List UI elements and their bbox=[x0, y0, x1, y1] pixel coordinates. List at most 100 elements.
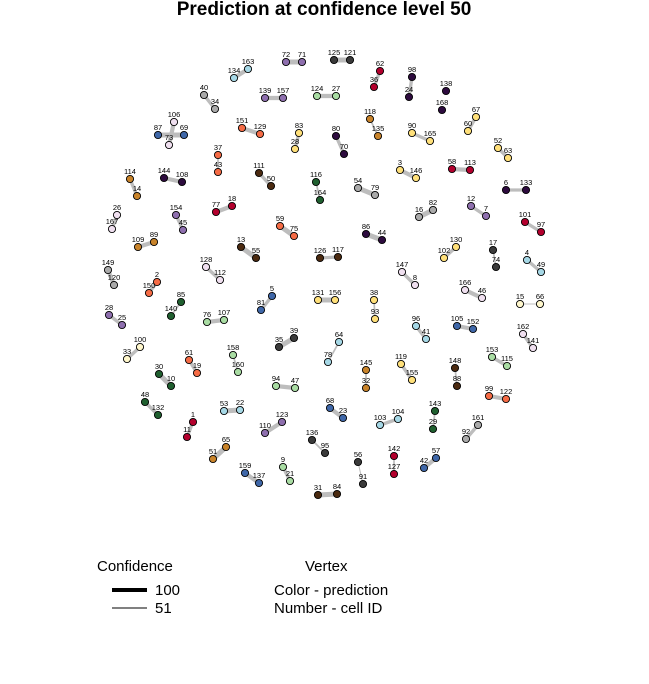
vertex-84: 84 bbox=[333, 482, 341, 499]
vertex-label: 32 bbox=[362, 376, 370, 385]
vertex-dot bbox=[260, 93, 270, 103]
vertex-dot bbox=[109, 280, 119, 290]
vertex-label: 118 bbox=[364, 107, 376, 116]
vertex-117: 117 bbox=[332, 245, 344, 262]
vertex-label: 100 bbox=[134, 335, 147, 344]
vertex-label: 22 bbox=[236, 398, 244, 407]
vertex-dot bbox=[471, 112, 481, 122]
vertex-dot bbox=[251, 253, 261, 263]
vertex-dot bbox=[389, 469, 399, 479]
vertex-label: 148 bbox=[449, 356, 462, 365]
vertex-56: 56 bbox=[354, 450, 362, 467]
vertex-dot bbox=[493, 143, 503, 153]
vertex-label: 77 bbox=[212, 200, 220, 209]
vertex-label: 139 bbox=[259, 86, 272, 95]
vertex-46: 46 bbox=[478, 286, 486, 303]
vertex-dot bbox=[339, 149, 349, 159]
vertex-label: 96 bbox=[412, 314, 420, 323]
vertex-label: 19 bbox=[193, 361, 201, 370]
legend-confidence-high: 100 bbox=[155, 582, 180, 599]
vertex-label: 89 bbox=[150, 230, 158, 239]
vertex-label: 66 bbox=[536, 292, 544, 301]
vertex-dot bbox=[369, 295, 379, 305]
vertex-80: 80 bbox=[332, 124, 340, 141]
vertex-label: 115 bbox=[501, 354, 513, 363]
vertex-109: 109 bbox=[132, 235, 144, 252]
vertex-14: 14 bbox=[133, 184, 141, 201]
vertex-4: 4 bbox=[522, 248, 532, 265]
vertex-19: 19 bbox=[193, 361, 201, 378]
vertex-dot bbox=[501, 185, 511, 195]
vertex-24: 24 bbox=[405, 85, 413, 102]
vertex-label: 5 bbox=[270, 284, 274, 293]
vertex-label: 81 bbox=[257, 298, 265, 307]
vertex-label: 15 bbox=[516, 292, 524, 301]
vertex-dot bbox=[255, 129, 265, 139]
vertex-label: 151 bbox=[236, 116, 249, 125]
chart-title: Prediction at confidence level 50 bbox=[177, 0, 472, 20]
vertex-label: 149 bbox=[102, 258, 115, 267]
vertex-21: 21 bbox=[286, 469, 294, 486]
vertex-58: 58 bbox=[448, 157, 456, 174]
vertex-label: 98 bbox=[408, 65, 416, 74]
vertex-123: 123 bbox=[276, 410, 288, 427]
vertex-label: 160 bbox=[232, 360, 245, 369]
vertex-label: 132 bbox=[152, 403, 165, 412]
vertex-164: 164 bbox=[314, 188, 326, 205]
vertex-dot bbox=[199, 90, 209, 100]
vertex-137: 137 bbox=[253, 471, 265, 488]
vertex-label: 141 bbox=[527, 336, 540, 345]
vertex-label: 65 bbox=[222, 435, 230, 444]
vertex-label: 80 bbox=[332, 124, 340, 133]
vertex-dot bbox=[267, 291, 277, 301]
vertex-label: 124 bbox=[311, 84, 324, 93]
vertex-label: 74 bbox=[492, 255, 500, 264]
vertex-dot bbox=[219, 315, 229, 325]
vertex-88: 88 bbox=[453, 374, 461, 391]
vertex-127: 127 bbox=[388, 462, 400, 479]
vertex-dot bbox=[331, 91, 341, 101]
vertex-dot bbox=[460, 285, 470, 295]
vertex-94: 94 bbox=[272, 374, 280, 391]
vertex-dot bbox=[361, 229, 371, 239]
vertex-45: 45 bbox=[179, 218, 187, 235]
vertex-85: 85 bbox=[176, 290, 186, 307]
vertex-7: 7 bbox=[481, 204, 491, 221]
vertex-115: 115 bbox=[501, 354, 513, 371]
vertex-28b: 28 bbox=[105, 303, 113, 320]
vertex-label: 26 bbox=[113, 203, 121, 212]
vertex-dot bbox=[487, 352, 497, 362]
vertex-68: 68 bbox=[326, 396, 334, 413]
vertex-dot bbox=[369, 82, 379, 92]
vertex-label: 48 bbox=[141, 390, 149, 399]
vertex-dot bbox=[169, 117, 179, 127]
vertex-133: 133 bbox=[520, 178, 532, 195]
vertex-dot bbox=[256, 305, 266, 315]
vertex-12: 12 bbox=[467, 194, 475, 211]
vertex-dot bbox=[450, 363, 460, 373]
vertex-label: 120 bbox=[108, 273, 121, 282]
vertex-dot bbox=[311, 177, 321, 187]
vertex-label: 45 bbox=[179, 218, 187, 227]
vertex-90: 90 bbox=[408, 121, 416, 138]
vertex-dot bbox=[154, 369, 164, 379]
vertex-label: 92 bbox=[462, 427, 470, 436]
vertex-label: 91 bbox=[359, 472, 367, 481]
vertex-label: 55 bbox=[252, 246, 260, 255]
vertex-dot bbox=[358, 479, 368, 489]
vertex-label: 122 bbox=[500, 387, 513, 396]
vertex-125: 125 bbox=[328, 48, 340, 65]
vertex-dot bbox=[428, 424, 438, 434]
vertex-122: 122 bbox=[500, 387, 513, 404]
vertex-dot bbox=[419, 463, 429, 473]
vertex-dot bbox=[278, 462, 288, 472]
vertex-label: 88 bbox=[453, 374, 461, 383]
vertex-label: 34 bbox=[211, 97, 219, 106]
vertex-dot bbox=[177, 177, 187, 187]
vertex-label: 83 bbox=[295, 121, 303, 130]
vertex-159: 159 bbox=[239, 461, 251, 478]
vertex-label: 12 bbox=[467, 194, 475, 203]
vertex-dot bbox=[439, 253, 449, 263]
vertex-162: 162 bbox=[517, 322, 529, 339]
vertex-dot bbox=[176, 297, 186, 307]
